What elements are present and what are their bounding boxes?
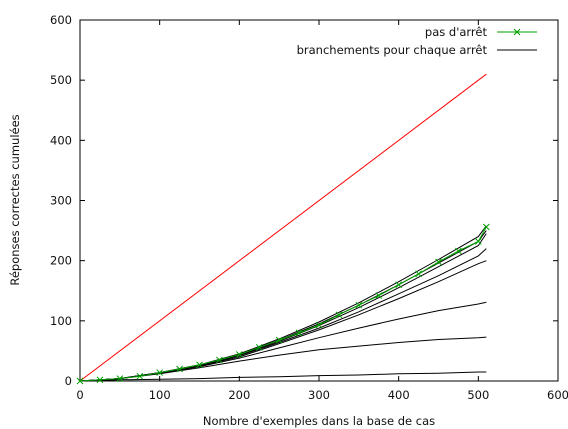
series-marker [255, 343, 263, 351]
x-tick-label: 100 [149, 388, 171, 402]
legend-label: pas d'arrêt [425, 25, 488, 39]
series-marker [435, 258, 442, 266]
x-tick-label: 500 [467, 388, 489, 402]
series-line-4 [79, 233, 487, 382]
legend-label: branchements pour chaque arrêt [297, 43, 488, 57]
legend-marker [513, 28, 521, 36]
y-tick-label: 600 [50, 13, 72, 27]
y-tick-label: 300 [50, 194, 72, 208]
series-marker [196, 361, 203, 369]
series-marker [355, 301, 363, 309]
series-marker [136, 372, 144, 380]
series-marker [275, 336, 283, 344]
x-tick-label: 600 [547, 388, 568, 402]
series-line-9 [79, 371, 487, 382]
x-tick-label: 200 [228, 388, 250, 402]
series-line-0 [79, 73, 487, 382]
series-line-2 [79, 225, 487, 382]
series-line-6 [79, 260, 487, 382]
series-marker [375, 292, 383, 299]
series-marker [482, 223, 490, 231]
series-marker [455, 247, 462, 255]
y-tick-label: 400 [50, 133, 72, 147]
series-line-5 [79, 248, 487, 382]
series-marker [335, 311, 343, 319]
y-tick-label: 500 [50, 73, 72, 87]
series-marker [315, 321, 323, 329]
y-tick-label: 100 [50, 314, 72, 328]
series-marker [474, 238, 482, 245]
legend: pas d'arrêt branchements pour chaque arrê… [297, 25, 537, 57]
y-axis-ticks: 0 100 200 300 400 500 600 [50, 13, 558, 388]
y-tick-label: 200 [50, 254, 72, 268]
series-marker [176, 365, 183, 373]
series-marker [96, 376, 104, 384]
series-marker [156, 369, 164, 376]
y-axis-label: Réponses correctes cumulées [8, 114, 22, 285]
series-line-8 [79, 336, 487, 382]
x-axis-label: Nombre d'exemples dans la base de cas [203, 414, 435, 428]
series-layer [76, 73, 490, 385]
series-marker [395, 281, 403, 289]
series-marker [116, 375, 124, 382]
series-line-3 [79, 230, 487, 382]
x-axis-ticks: 0 100 200 300 400 500 600 [76, 20, 568, 402]
x-tick-label: 300 [308, 388, 330, 402]
x-tick-label: 400 [388, 388, 410, 402]
series-line-1 [79, 226, 487, 382]
y-tick-label: 0 [65, 374, 72, 388]
series-marker [235, 351, 243, 358]
x-tick-label: 0 [76, 388, 83, 402]
series-marker [216, 356, 223, 364]
series-marker [295, 329, 303, 337]
series-marker [76, 377, 84, 385]
series-marker [415, 270, 422, 278]
